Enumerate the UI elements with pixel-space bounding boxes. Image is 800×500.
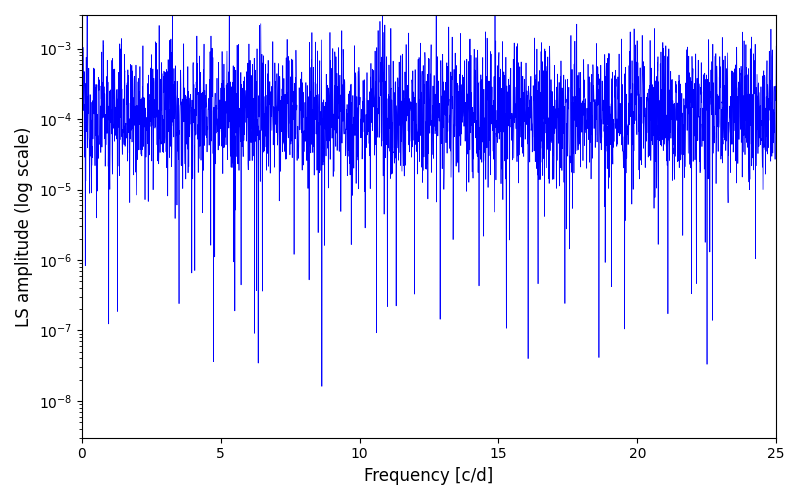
X-axis label: Frequency [c/d]: Frequency [c/d]	[364, 467, 494, 485]
Y-axis label: LS amplitude (log scale): LS amplitude (log scale)	[15, 126, 33, 326]
